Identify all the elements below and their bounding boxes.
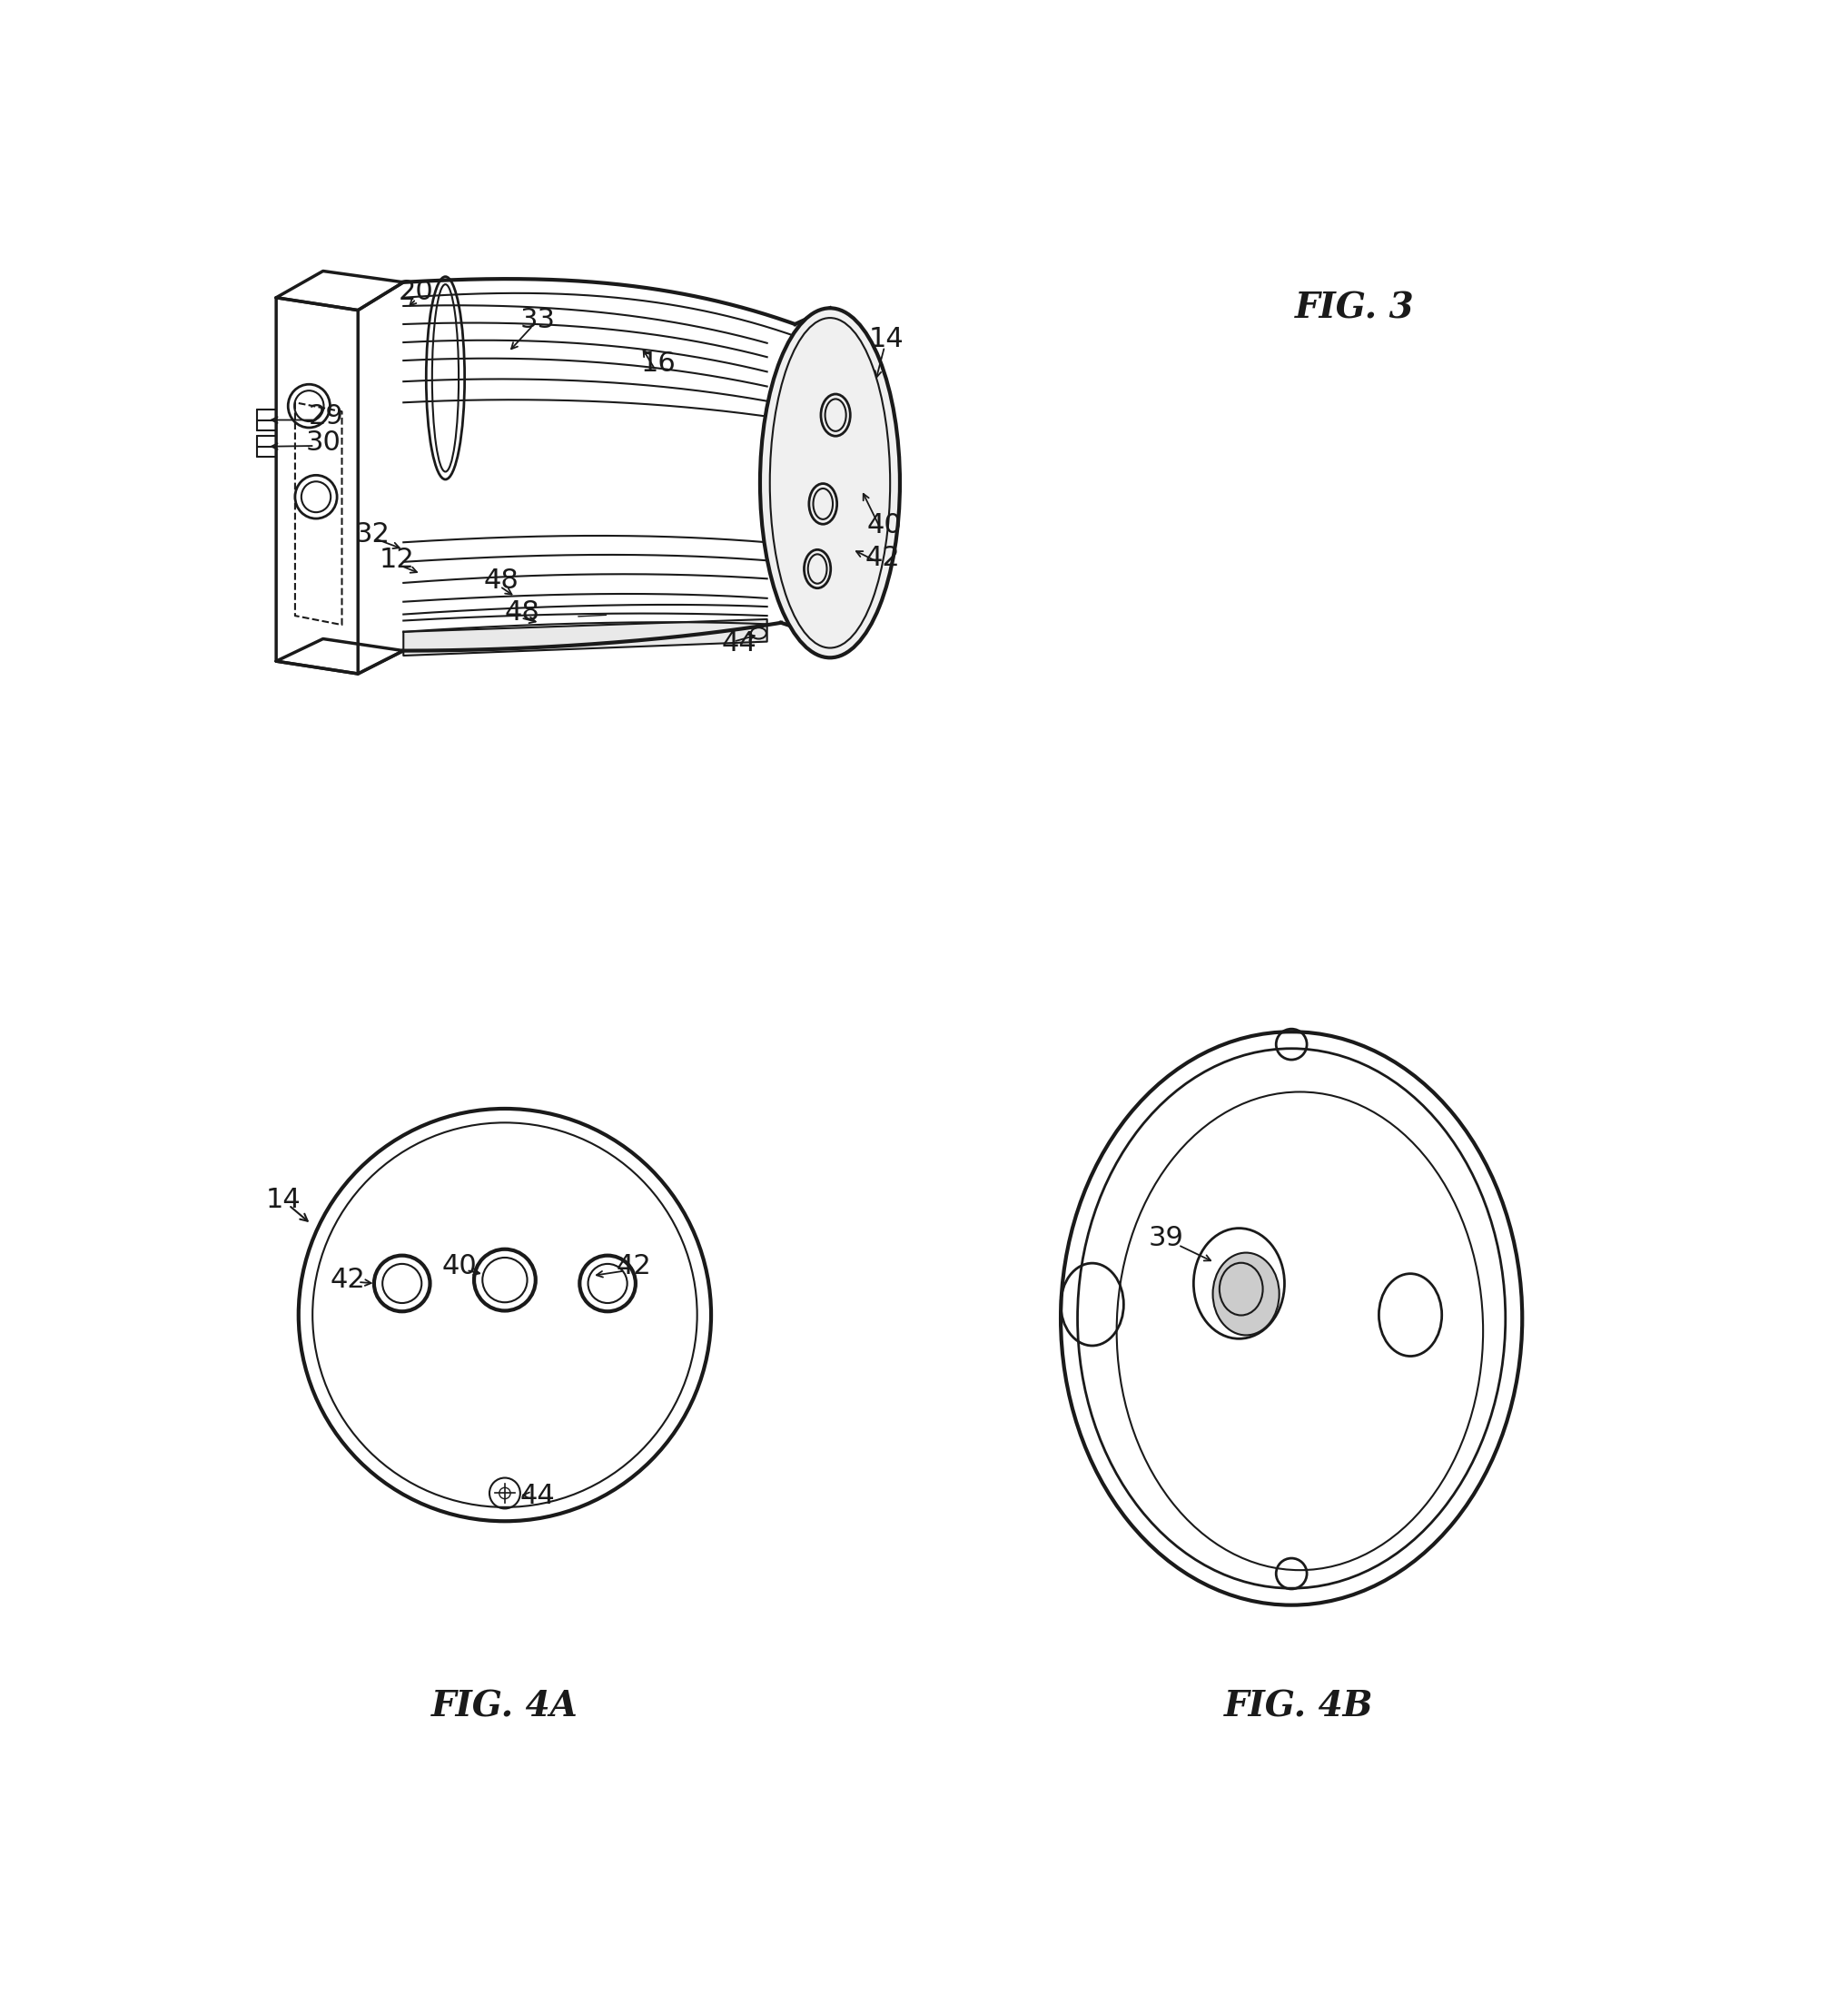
Text: 14: 14	[266, 1186, 301, 1212]
Ellipse shape	[760, 308, 900, 659]
Text: 39: 39	[1148, 1225, 1183, 1251]
Text: 12: 12	[379, 546, 414, 572]
Text: 40: 40	[442, 1253, 477, 1279]
Text: 30: 30	[305, 429, 340, 455]
Text: 42: 42	[865, 546, 900, 572]
Text: FIG. 4A: FIG. 4A	[431, 1690, 578, 1724]
Text: 14: 14	[869, 326, 904, 352]
Text: 32: 32	[355, 522, 390, 548]
Text: FIG. 4B: FIG. 4B	[1223, 1690, 1373, 1724]
Text: 40: 40	[867, 512, 902, 538]
Text: 42: 42	[331, 1267, 366, 1293]
Text: 48: 48	[484, 568, 519, 594]
Text: 20: 20	[399, 278, 434, 306]
Text: 44: 44	[721, 630, 756, 657]
Text: FIG. 3: FIG. 3	[1295, 290, 1414, 326]
Text: 44: 44	[519, 1482, 554, 1508]
Text: 16: 16	[641, 350, 676, 377]
Text: 33: 33	[519, 306, 556, 332]
Text: 48: 48	[505, 598, 540, 626]
Polygon shape	[403, 618, 767, 657]
Text: 29: 29	[309, 403, 344, 429]
Text: 42: 42	[617, 1253, 652, 1279]
Ellipse shape	[1212, 1253, 1279, 1335]
